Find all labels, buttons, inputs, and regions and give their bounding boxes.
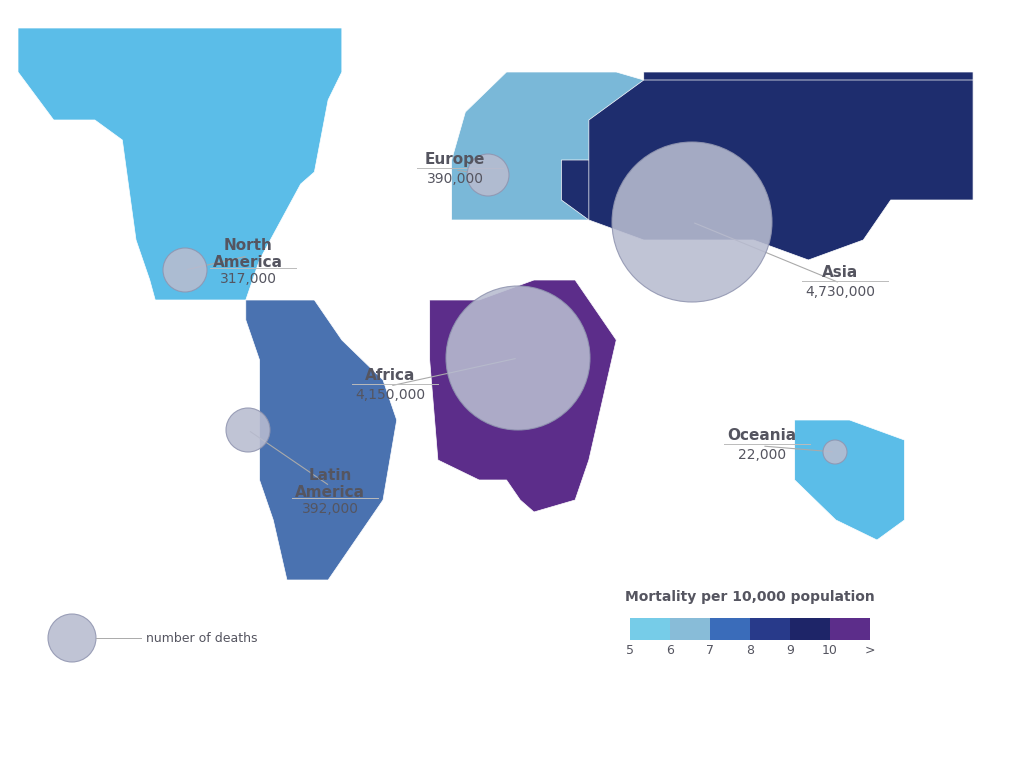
Circle shape [612,142,772,302]
Text: 5: 5 [626,644,634,657]
Bar [670,618,710,640]
Text: 392,000: 392,000 [301,502,358,516]
Polygon shape [589,80,973,260]
Text: Oceania: Oceania [727,428,797,443]
Text: 317,000: 317,000 [219,272,276,286]
Bar [750,618,790,640]
Text: 22,000: 22,000 [738,448,786,462]
Text: 8: 8 [746,644,754,657]
Text: North
America: North America [213,238,283,270]
Polygon shape [246,300,396,580]
Polygon shape [452,72,644,220]
Text: Latin
America: Latin America [295,468,365,501]
Text: 4,150,000: 4,150,000 [355,388,425,402]
Text: 7: 7 [706,644,714,657]
Text: 9: 9 [786,644,794,657]
Text: Europe: Europe [425,152,485,167]
Bar [790,618,830,640]
Text: 4,730,000: 4,730,000 [805,285,874,299]
Circle shape [467,154,509,196]
Circle shape [163,248,207,292]
Circle shape [446,286,590,430]
Circle shape [48,614,96,662]
Polygon shape [18,28,342,300]
Text: number of deaths: number of deaths [146,631,257,644]
Text: Mortality per 10,000 population: Mortality per 10,000 population [625,590,874,604]
Polygon shape [561,72,973,240]
Text: Africa: Africa [365,368,415,383]
Circle shape [226,408,270,452]
Polygon shape [795,420,904,540]
Text: 390,000: 390,000 [427,172,483,186]
Circle shape [823,440,847,464]
Bar [830,618,870,640]
Text: 10: 10 [822,644,838,657]
Bar [710,618,750,640]
Polygon shape [430,280,616,512]
Text: Asia: Asia [822,265,858,280]
Text: 6: 6 [666,644,674,657]
Bar [630,618,670,640]
Text: >: > [864,644,876,657]
